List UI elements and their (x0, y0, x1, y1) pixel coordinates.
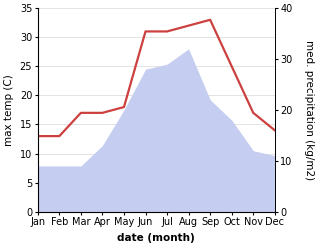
Y-axis label: med. precipitation (kg/m2): med. precipitation (kg/m2) (304, 40, 314, 180)
X-axis label: date (month): date (month) (117, 233, 195, 243)
Y-axis label: max temp (C): max temp (C) (4, 74, 14, 146)
